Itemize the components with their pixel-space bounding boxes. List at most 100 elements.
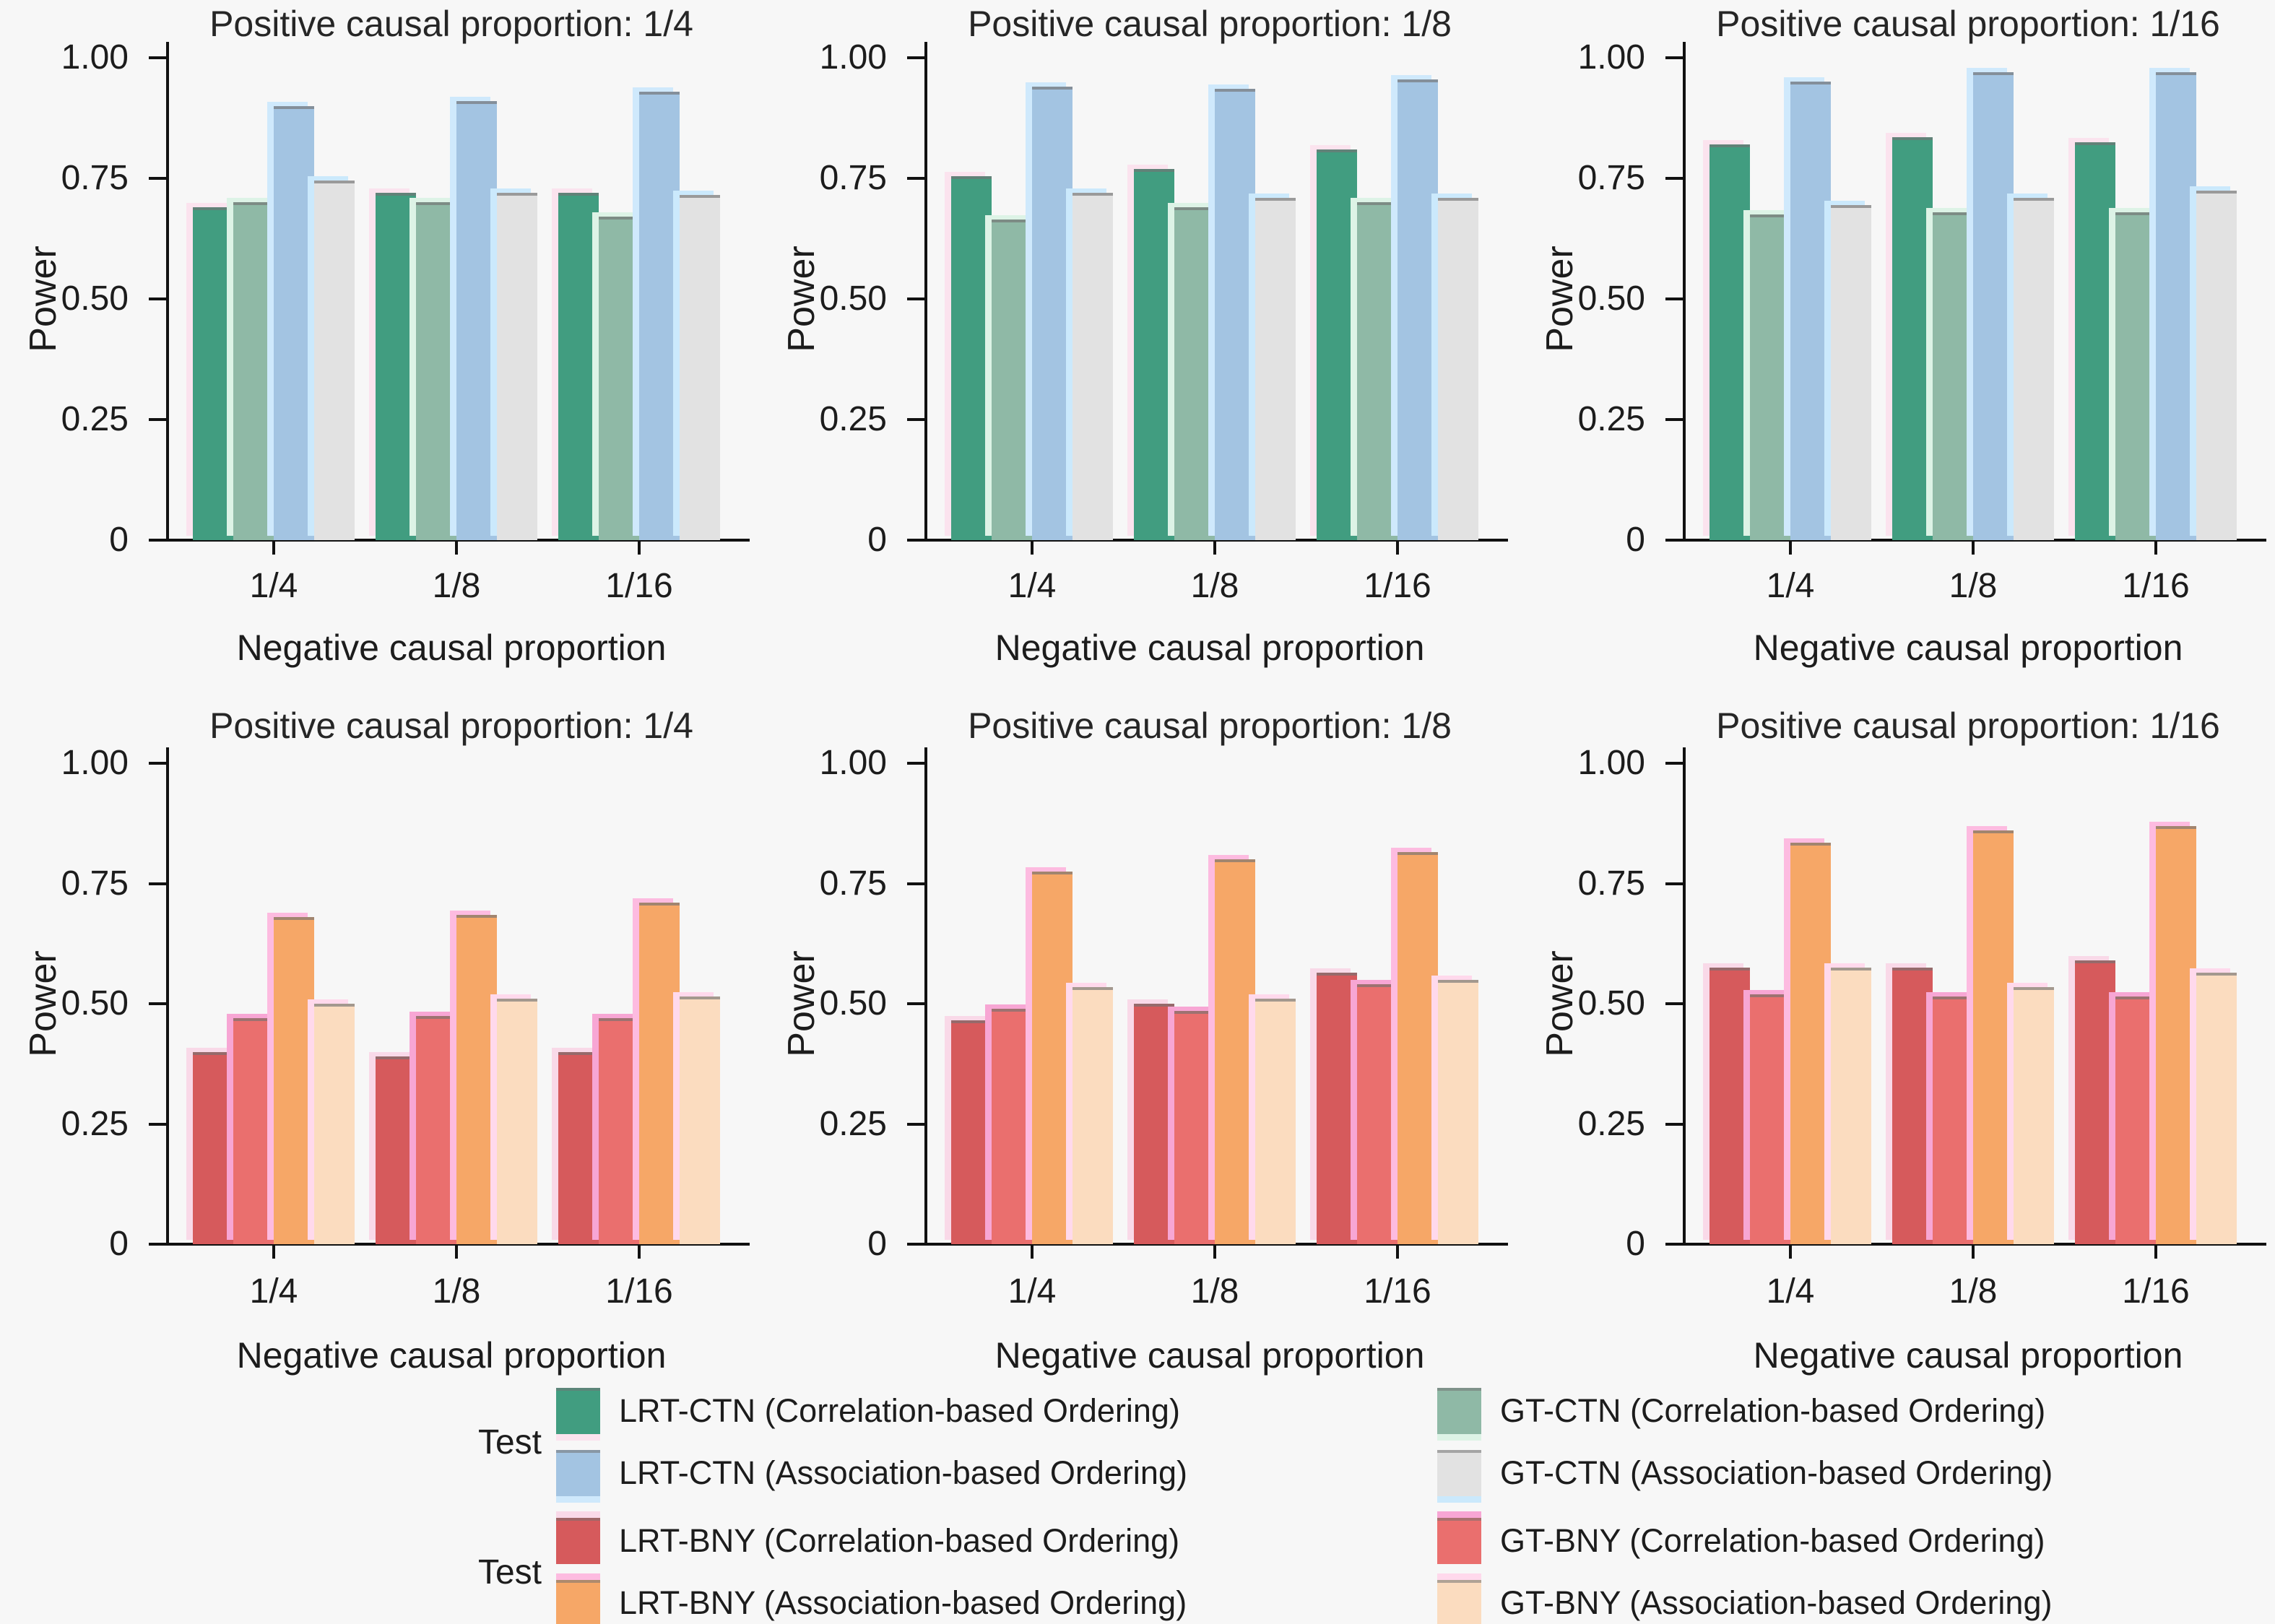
plot-area: 1.00 0.75 0.50 0.25 0 1/4 1/8 1/16 — [61, 746, 750, 1309]
y-tick-label: 0 — [109, 1225, 129, 1263]
bar-gt_bny_assoc — [1072, 986, 1113, 1244]
x-tick-mark — [1789, 1246, 1792, 1259]
bar-lrt_ctn_corr — [1317, 149, 1357, 540]
bar-gt_ctn_assoc — [1072, 193, 1113, 540]
bar-lrt_bny_corr — [1134, 1004, 1174, 1244]
x-tick-mark — [1972, 1246, 1975, 1259]
y-tick-mark — [907, 539, 924, 542]
legend-entry: LRT-CTN (Association-based Ordering) — [556, 1450, 1437, 1496]
bar-lrt_bny_assoc — [274, 917, 314, 1244]
y-tick-mark — [149, 56, 166, 59]
bar-lrt_ctn_corr — [951, 175, 992, 540]
y-tick-mark — [149, 298, 166, 300]
x-axis-label: Negative causal proportion — [994, 1335, 1425, 1376]
y-axis-line — [1683, 42, 1686, 542]
chart-panel: Positive causal proportion: 1/4 Power 1.00… — [0, 686, 758, 1403]
y-axis-line — [1683, 747, 1686, 1246]
legend: Test LRT-CTN (Correlation-based Ordering)… — [455, 1388, 2275, 1624]
bar-lrt_ctn_corr — [1710, 144, 1750, 540]
bar-gt_bny_corr — [599, 1017, 639, 1244]
x-tick-label: 1/8 — [432, 1272, 481, 1311]
chart-panel: Positive causal proportion: 1/4 Power 1.00… — [0, 0, 758, 699]
y-tick-mark — [149, 1122, 166, 1126]
x-tick-label: 1/4 — [1008, 567, 1057, 605]
x-tick-label: 1/16 — [2122, 1272, 2190, 1311]
y-tick-mark — [149, 882, 166, 885]
legend-swatch-lrt_ctn_corr — [556, 1388, 600, 1434]
y-tick-mark — [907, 1002, 924, 1005]
y-tick-label: 0.75 — [819, 864, 887, 903]
y-tick-mark — [1665, 539, 1683, 542]
x-tick-label: 1/8 — [1949, 567, 1998, 605]
legend-entry: LRT-BNY (Correlation-based Ordering) — [556, 1518, 1437, 1564]
panel-title: Positive causal proportion: 1/16 — [1716, 705, 2220, 746]
x-tick-label: 1/16 — [1364, 567, 1431, 605]
x-tick-mark — [1031, 1246, 1034, 1259]
y-tick-label: 0.25 — [61, 1104, 129, 1143]
x-axis-line — [1670, 1243, 2266, 1246]
y-tick-label: 0.50 — [61, 279, 129, 318]
bar-lrt_ctn_assoc — [1973, 72, 2014, 540]
y-tick-label: 0.75 — [61, 159, 129, 197]
bar-gt_bny_assoc — [2196, 972, 2237, 1244]
bar-gt_ctn_assoc — [680, 195, 720, 540]
x-tick-mark — [1972, 542, 1975, 555]
x-tick-mark — [638, 542, 641, 555]
y-tick-label: 0.50 — [819, 984, 887, 1022]
bar-lrt_ctn_assoc — [274, 105, 314, 540]
legend-title: Test — [477, 1423, 542, 1462]
y-tick-mark — [1665, 1002, 1683, 1005]
x-tick-mark — [1396, 542, 1399, 555]
legend-entry-label: GT-CTN (Correlation-based Ordering) — [1500, 1392, 2046, 1429]
y-tick-label: 0.50 — [1577, 279, 1645, 318]
x-axis-label: Negative causal proportion — [1753, 628, 2183, 668]
bar-gt_ctn_corr — [233, 202, 274, 540]
y-tick-label: 0.25 — [1577, 1104, 1645, 1143]
legend-entry: GT-CTN (Correlation-based Ordering) — [1437, 1388, 2275, 1434]
x-axis-label: Negative causal proportion — [1753, 1335, 2183, 1376]
y-tick-mark — [907, 418, 924, 421]
y-tick-mark — [149, 1243, 166, 1246]
y-tick-mark — [907, 298, 924, 300]
x-axis-label: Negative causal proportion — [236, 1335, 667, 1376]
legend-entry: LRT-BNY (Association-based Ordering) — [556, 1580, 1437, 1624]
legend-swatch-lrt_bny_corr — [556, 1518, 600, 1564]
y-tick-mark — [907, 1243, 924, 1246]
bar-gt_ctn_corr — [599, 217, 639, 540]
legend-group: Test LRT-BNY (Correlation-based Ordering)… — [455, 1518, 2275, 1624]
panel-title: Positive causal proportion: 1/4 — [209, 705, 693, 746]
y-tick-mark — [1665, 56, 1683, 59]
y-tick-label: 0.75 — [1577, 159, 1645, 197]
bar-gt_ctn_corr — [1357, 202, 1398, 540]
y-tick-label: 0.75 — [61, 864, 129, 903]
y-tick-label: 1.00 — [819, 38, 887, 77]
x-tick-mark — [272, 1246, 275, 1259]
y-tick-label: 0 — [867, 1225, 887, 1263]
x-tick-mark — [1031, 542, 1034, 555]
bar-lrt_ctn_assoc — [639, 91, 680, 540]
y-tick-mark — [907, 1122, 924, 1126]
chart-panel: Positive causal proportion: 1/16 Power 1.0… — [1517, 0, 2275, 699]
panel-title: Positive causal proportion: 1/4 — [209, 4, 693, 44]
y-tick-label: 0 — [109, 521, 129, 559]
bar-lrt_bny_assoc — [1398, 852, 1438, 1244]
bar-lrt_bny_corr — [376, 1056, 416, 1244]
y-tick-label: 1.00 — [1577, 744, 1645, 782]
legend-entry: GT-CTN (Association-based Ordering) — [1437, 1450, 2275, 1496]
bar-gt_bny_corr — [1933, 996, 1973, 1244]
y-tick-label: 0.50 — [1577, 984, 1645, 1022]
legend-entry: GT-BNY (Correlation-based Ordering) — [1437, 1518, 2275, 1564]
legend-swatch-gt_ctn_assoc — [1437, 1450, 1481, 1496]
panel-title: Positive causal proportion: 1/16 — [1716, 4, 2220, 44]
legend-entry-label: LRT-BNY (Association-based Ordering) — [619, 1584, 1187, 1621]
x-tick-label: 1/4 — [249, 1272, 298, 1311]
x-tick-label: 1/8 — [1949, 1272, 1998, 1311]
x-tick-mark — [2154, 542, 2157, 555]
bar-lrt_bny_assoc — [456, 914, 497, 1244]
y-tick-label: 0 — [867, 521, 887, 559]
bar-gt_bny_assoc — [1438, 979, 1478, 1244]
x-tick-label: 1/4 — [1008, 1272, 1057, 1311]
bar-gt_ctn_corr — [1174, 207, 1215, 540]
bar-lrt_ctn_assoc — [1215, 89, 1255, 540]
